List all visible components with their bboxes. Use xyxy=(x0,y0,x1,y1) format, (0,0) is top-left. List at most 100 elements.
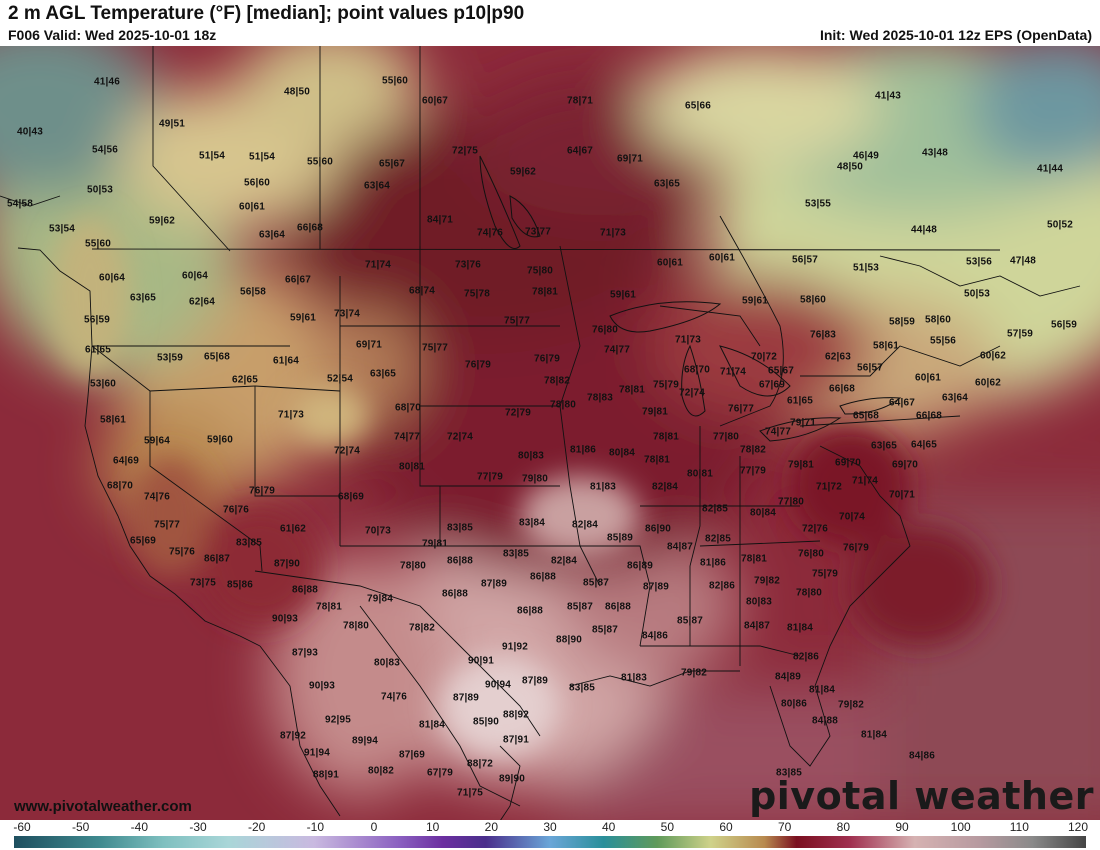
point-value: 81|84 xyxy=(808,684,836,696)
point-value: 56|59 xyxy=(83,314,111,326)
point-value: 81|86 xyxy=(569,444,597,456)
point-value: 46|49 xyxy=(852,150,880,162)
point-value: 63|64 xyxy=(258,229,286,241)
point-value: 82|84 xyxy=(651,481,679,493)
point-value: 76|80 xyxy=(797,548,825,560)
point-value: 91|92 xyxy=(501,641,529,653)
colorbar-tick-label: -20 xyxy=(247,820,266,834)
point-value: 79|81 xyxy=(641,406,669,418)
point-value: 70|71 xyxy=(888,489,916,501)
point-value: 54|58 xyxy=(6,198,34,210)
point-value: 53|60 xyxy=(89,378,117,390)
point-value: 84|87 xyxy=(743,620,771,632)
point-value: 68|70 xyxy=(106,480,134,492)
point-value: 79|81 xyxy=(787,459,815,471)
colorbar-tick-label: 80 xyxy=(836,820,851,834)
point-value: 75|77 xyxy=(421,342,449,354)
point-value: 54|56 xyxy=(91,144,119,156)
point-value: 87|89 xyxy=(480,578,508,590)
colorbar-tick-label: 90 xyxy=(895,820,909,834)
point-value: 74|76 xyxy=(380,691,408,703)
point-value: 79|80 xyxy=(521,473,549,485)
point-value: 85|87 xyxy=(582,577,610,589)
point-value: 81|84 xyxy=(860,729,888,741)
point-value: 87|69 xyxy=(398,749,426,761)
point-value: 87|89 xyxy=(452,692,480,704)
point-value: 61|62 xyxy=(279,523,307,535)
point-value: 55|60 xyxy=(381,75,409,87)
point-value: 78|81 xyxy=(740,553,768,565)
point-value: 59|64 xyxy=(143,435,171,447)
point-value: 60|61 xyxy=(708,252,736,264)
point-value: 89|94 xyxy=(351,735,379,747)
point-value: 76|79 xyxy=(842,542,870,554)
colorbar: -60 -50 -40 -30 -20 -10 0 10 20 30 40 50 60 70 80 90 100… xyxy=(0,820,1100,850)
colorbar-tick-label: 110 xyxy=(1009,820,1029,834)
point-value: 71|75 xyxy=(456,787,484,799)
point-value: 85|87 xyxy=(591,624,619,636)
colorbar-tick-label: 20 xyxy=(484,820,499,834)
point-value: 58|60 xyxy=(924,314,952,326)
site-url[interactable]: www.pivotalweather.com xyxy=(14,798,192,815)
point-value: 51|54 xyxy=(248,151,276,163)
point-value: 79|81 xyxy=(421,538,449,550)
colorbar-tick-label: 50 xyxy=(660,820,675,834)
point-value: 65|68 xyxy=(852,410,880,422)
point-value: 77|80 xyxy=(712,431,740,443)
point-value: 52|54 xyxy=(326,373,354,385)
point-value: 76|80 xyxy=(591,324,619,336)
point-value: 75|77 xyxy=(503,315,531,327)
point-value: 58|61 xyxy=(99,414,127,426)
point-value: 84|89 xyxy=(774,671,802,683)
point-value: 61|64 xyxy=(272,355,300,367)
point-value: 87|91 xyxy=(502,734,530,746)
point-value: 62|64 xyxy=(188,296,216,308)
point-value: 73|74 xyxy=(333,308,361,320)
point-value: 60|64 xyxy=(98,272,126,284)
point-value: 48|50 xyxy=(836,161,864,173)
point-value: 80|83 xyxy=(373,657,401,669)
point-value: 80|84 xyxy=(608,447,636,459)
point-value: 85|87 xyxy=(676,615,704,627)
point-value: 71|73 xyxy=(599,227,627,239)
point-value: 86|88 xyxy=(604,601,632,613)
colorbar-tick-label: -30 xyxy=(189,820,207,834)
point-value: 47|48 xyxy=(1009,255,1037,267)
temperature-map[interactable]: 41|46 48|50 55|60 60|67 78|71 65|66 41|43 40|43… xyxy=(0,46,1100,820)
point-value: 91|94 xyxy=(303,747,331,759)
point-value: 90|94 xyxy=(484,679,512,691)
temperature-field xyxy=(0,46,1100,820)
point-value: 51|54 xyxy=(198,150,226,162)
point-value: 68|70 xyxy=(394,402,422,414)
point-value: 70|72 xyxy=(750,351,778,363)
point-value: 72|79 xyxy=(504,407,532,419)
point-value: 75|78 xyxy=(463,288,491,300)
point-value: 66|67 xyxy=(284,274,312,286)
point-value: 68|70 xyxy=(683,364,711,376)
point-value: 73|75 xyxy=(189,577,217,589)
point-value: 87|93 xyxy=(291,647,319,659)
point-value: 90|91 xyxy=(467,655,495,667)
point-value: 77|79 xyxy=(739,465,767,477)
point-value: 85|89 xyxy=(606,532,634,544)
point-value: 82|84 xyxy=(571,519,599,531)
point-value: 72|76 xyxy=(801,523,829,535)
point-value: 74|77 xyxy=(603,344,631,356)
point-value: 76|79 xyxy=(248,485,276,497)
point-value: 59|60 xyxy=(206,434,234,446)
colorbar-tick-label: -40 xyxy=(130,820,148,834)
point-value: 84|86 xyxy=(641,630,669,642)
point-value: 76|77 xyxy=(727,403,755,415)
point-value: 53|56 xyxy=(965,256,993,268)
point-value: 81|84 xyxy=(418,719,446,731)
point-value: 80|83 xyxy=(517,450,545,462)
point-value: 55|60 xyxy=(84,238,112,250)
point-value: 66|68 xyxy=(828,383,856,395)
point-value: 58|59 xyxy=(888,316,916,328)
point-value: 80|86 xyxy=(780,698,808,710)
point-value: 44|48 xyxy=(910,224,938,236)
point-value: 81|83 xyxy=(620,672,648,684)
point-value: 65|69 xyxy=(129,535,157,547)
point-value: 53|55 xyxy=(804,198,832,210)
point-value: 72|74 xyxy=(678,387,706,399)
